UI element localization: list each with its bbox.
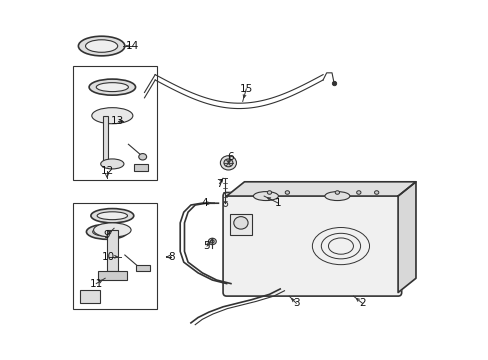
Ellipse shape (85, 40, 118, 52)
Text: 15: 15 (239, 84, 252, 94)
Ellipse shape (324, 192, 349, 201)
Text: 4: 4 (202, 198, 208, 208)
Ellipse shape (332, 81, 336, 86)
Ellipse shape (267, 191, 271, 194)
Bar (103, 116, 107, 162)
Ellipse shape (210, 240, 214, 243)
Ellipse shape (253, 192, 278, 201)
Text: 7: 7 (216, 179, 223, 189)
Text: 3: 3 (292, 298, 299, 308)
Text: 2: 2 (358, 298, 365, 308)
Ellipse shape (78, 36, 124, 56)
Bar (230, 214, 251, 235)
Ellipse shape (86, 224, 127, 239)
Polygon shape (226, 182, 415, 196)
Text: 1: 1 (275, 198, 281, 208)
Ellipse shape (93, 223, 131, 237)
Ellipse shape (97, 212, 127, 220)
Text: 11: 11 (89, 279, 102, 289)
Text: 9: 9 (103, 230, 110, 240)
Text: 12: 12 (100, 166, 113, 176)
Bar (135, 265, 149, 271)
Bar (134, 164, 148, 171)
Polygon shape (397, 182, 415, 293)
Bar (107, 230, 118, 271)
Ellipse shape (92, 108, 133, 124)
Text: 10: 10 (102, 252, 115, 262)
Ellipse shape (208, 238, 216, 245)
Ellipse shape (101, 159, 123, 169)
Text: 8: 8 (167, 252, 174, 262)
Ellipse shape (91, 208, 134, 223)
Text: 13: 13 (111, 116, 124, 126)
Text: 5: 5 (203, 241, 210, 251)
Ellipse shape (233, 217, 247, 229)
Text: 6: 6 (226, 152, 233, 162)
Bar (73, 203, 157, 309)
Ellipse shape (93, 227, 121, 236)
Bar (73, 66, 157, 180)
Ellipse shape (224, 159, 232, 167)
Ellipse shape (220, 156, 236, 170)
Ellipse shape (335, 191, 339, 194)
Text: 14: 14 (125, 41, 138, 51)
Bar (98, 271, 126, 280)
Bar (80, 290, 100, 303)
Ellipse shape (139, 154, 146, 160)
Ellipse shape (89, 79, 135, 95)
FancyBboxPatch shape (223, 193, 401, 296)
Ellipse shape (374, 191, 378, 194)
Ellipse shape (96, 83, 128, 91)
Ellipse shape (285, 191, 289, 194)
Ellipse shape (356, 191, 360, 194)
